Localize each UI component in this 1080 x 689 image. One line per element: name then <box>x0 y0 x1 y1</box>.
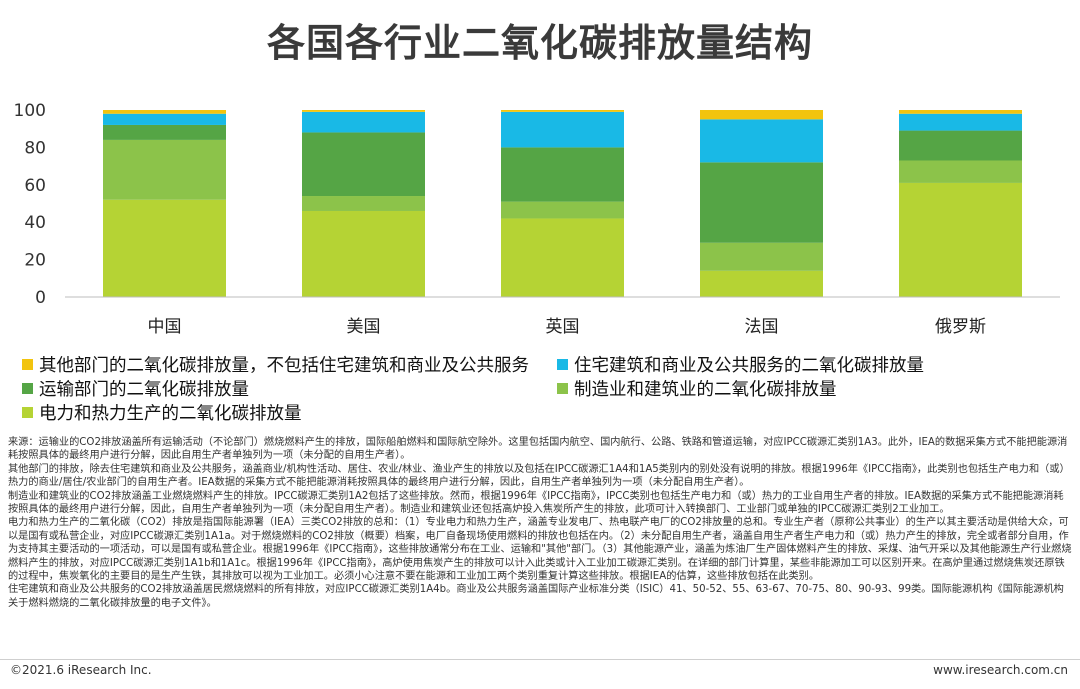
y-tick-label: 20 <box>24 251 46 271</box>
bar-segment <box>302 110 425 112</box>
legend-label: 制造业和建筑业的二氧化碳排放量 <box>574 380 837 400</box>
bar-segment <box>501 147 624 202</box>
bar-segment <box>700 119 823 163</box>
y-tick-label: 0 <box>35 288 46 308</box>
note-residential: 住宅建筑和商业及公共服务的CO2排放涵盖居民燃烧燃料的所有排放，对应IPCC碳源… <box>8 584 1064 609</box>
bar-segment <box>899 130 1022 161</box>
y-tick-label: 80 <box>24 138 46 158</box>
bar-segment <box>501 110 624 112</box>
stacked-bar-chart: 0 20 40 60 80 100 中国 美国 英国 法国 俄罗斯 <box>14 101 1060 337</box>
bar-segment <box>103 199 226 297</box>
x-tick-label: 英国 <box>546 317 580 337</box>
bar-segment <box>899 110 1022 114</box>
bar-segment <box>501 218 624 297</box>
y-tick-label: 100 <box>14 101 46 121</box>
bar-segment <box>302 132 425 197</box>
bar-segment <box>700 270 823 297</box>
bar-segment <box>302 210 425 297</box>
legend-swatch <box>22 407 33 418</box>
bar-segment <box>103 113 226 125</box>
y-tick-label: 60 <box>24 176 46 196</box>
legend-item-other: 其他部门的二氧化碳排放量，不包括住宅建筑和商业及公共服务 <box>22 352 529 377</box>
chart-title: 各国各行业二氧化碳排放量结构 <box>266 21 813 65</box>
legend-swatch <box>22 359 33 370</box>
x-tick-label: 中国 <box>148 317 182 337</box>
note-power-heat: 电力和热力生产的二氧化碳（CO2）排放是指国际能源署（IEA）三类CO2排放的总… <box>8 517 1072 583</box>
legend-label: 运输部门的二氧化碳排放量 <box>39 380 249 400</box>
bar-segment <box>103 139 226 200</box>
legend-swatch <box>557 383 568 394</box>
bar-segment <box>302 111 425 133</box>
footer-website[interactable]: www.iresearch.com.cn <box>933 663 1068 677</box>
legend-item-power-heat: 电力和热力生产的二氧化碳排放量 <box>22 400 302 425</box>
bar-segment <box>899 113 1022 131</box>
bar-segment <box>899 160 1022 183</box>
footer-copyright: ©2021.6 iResearch Inc. <box>10 663 152 677</box>
source-notes: 来源：运输业的CO2排放涵盖所有运输活动（不论部门）燃烧燃料产生的排放，国际船舶… <box>8 436 1072 610</box>
legend-label: 其他部门的二氧化碳排放量，不包括住宅建筑和商业及公共服务 <box>39 356 529 376</box>
note-other-sectors: 其他部门的排放，除去住宅建筑和商业及公共服务，涵盖商业/机构性活动、居住、农业/… <box>8 463 1070 489</box>
bar-segment <box>700 162 823 243</box>
bar-segment <box>899 182 1022 297</box>
legend-item-manufacturing: 制造业和建筑业的二氧化碳排放量 <box>557 376 837 401</box>
bar-segment <box>302 196 425 211</box>
legend-item-transport: 运输部门的二氧化碳排放量 <box>22 376 249 401</box>
bar-segment <box>700 110 823 120</box>
bar-segment <box>501 201 624 219</box>
legend-label: 住宅建筑和商业及公共服务的二氧化碳排放量 <box>574 356 924 376</box>
legend-swatch <box>22 383 33 394</box>
x-tick-label: 俄罗斯 <box>935 317 986 337</box>
legend-swatch <box>557 359 568 370</box>
bar-segment <box>700 242 823 271</box>
note-transport: 来源：运输业的CO2排放涵盖所有运输活动（不论部门）燃烧燃料产生的排放，国际船舶… <box>8 437 1068 462</box>
x-tick-label: 美国 <box>347 317 381 337</box>
bar-segment <box>103 110 226 114</box>
legend-item-residential: 住宅建筑和商业及公共服务的二氧化碳排放量 <box>557 352 924 377</box>
note-manufacturing: 制造业和建筑业的CO2排放涵盖工业燃烧燃料产生的排放。IPCC碳源汇类别1A2包… <box>8 490 1064 516</box>
bar-segment <box>501 111 624 148</box>
x-tick-label: 法国 <box>745 317 779 337</box>
legend-label: 电力和热力生产的二氧化碳排放量 <box>39 404 302 424</box>
y-tick-label: 40 <box>24 213 46 233</box>
bar-segment <box>103 124 226 140</box>
footer-divider <box>0 659 1080 660</box>
